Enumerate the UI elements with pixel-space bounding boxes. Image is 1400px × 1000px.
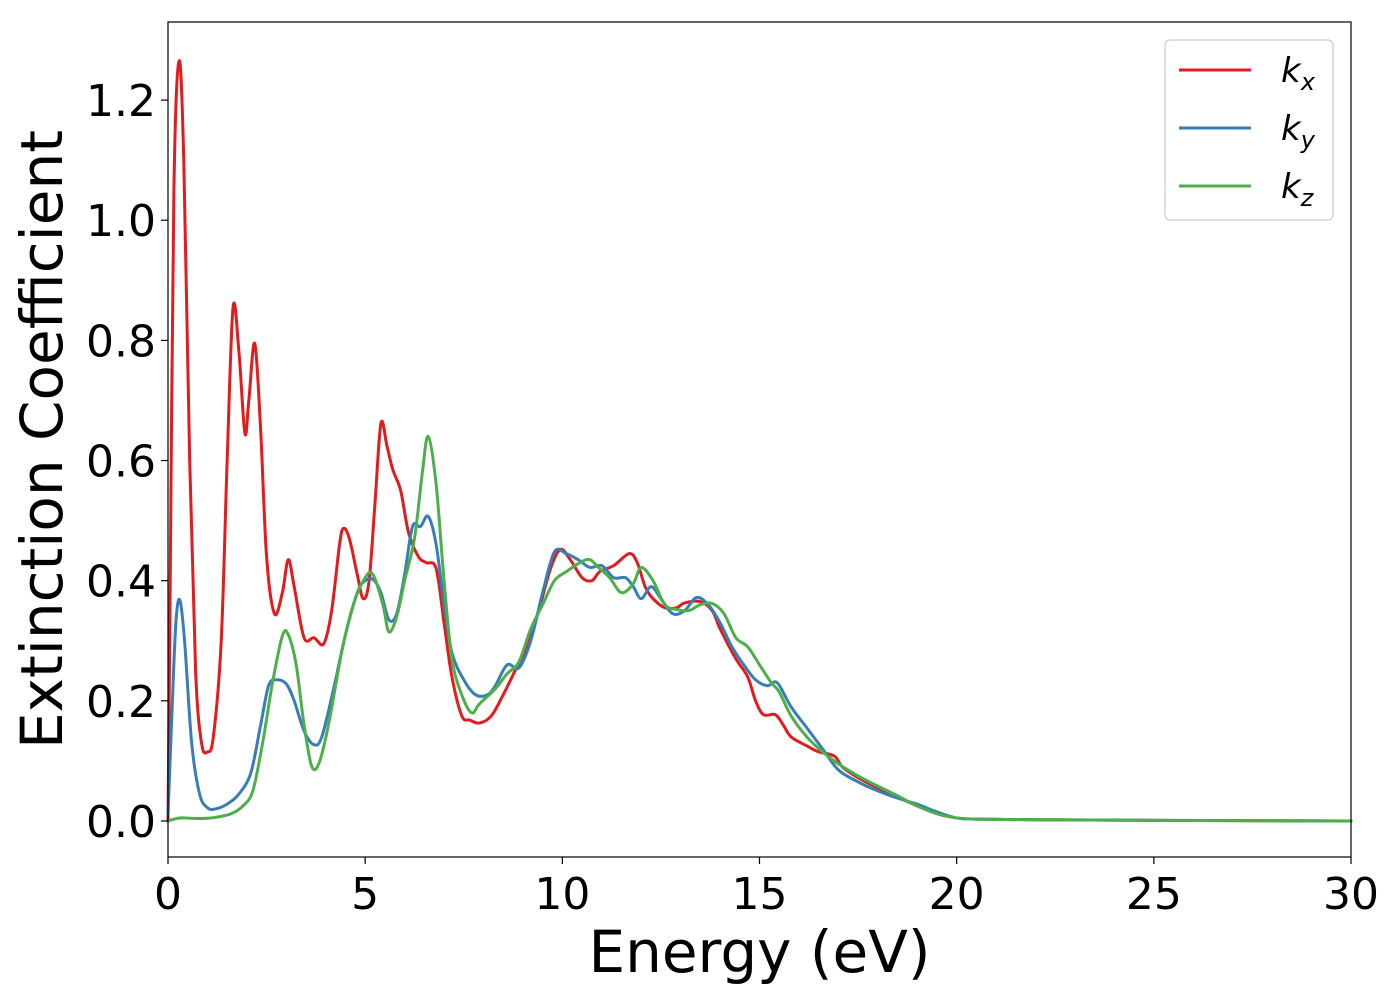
legend-label-z: kz xyxy=(1281,167,1315,212)
legend-label-x: kx xyxy=(1281,51,1316,96)
series-layer xyxy=(166,59,1353,823)
x-tick-label: 30 xyxy=(1323,869,1379,920)
x-axis-label: Energy (eV) xyxy=(588,918,930,986)
y-axis-ticks: 0.0 0.2 0.4 0.6 0.8 1.0 1.2 xyxy=(86,76,168,848)
x-axis-ticks: 0 5 10 15 20 25 30 xyxy=(154,857,1379,920)
y-tick-label: 0.8 xyxy=(86,316,156,367)
series-line-y xyxy=(166,514,1353,823)
legend: kx ky kz xyxy=(1164,39,1334,221)
legend-box xyxy=(1164,39,1334,221)
x-tick-label: 5 xyxy=(351,869,379,920)
y-tick-label: 0.4 xyxy=(86,557,156,608)
legend-label-y: ky xyxy=(1281,109,1316,154)
x-tick-label: 15 xyxy=(732,869,788,920)
series-line-x xyxy=(166,59,1353,823)
x-tick-label: 0 xyxy=(154,869,182,920)
x-tick-label: 25 xyxy=(1126,869,1182,920)
y-tick-label: 0.0 xyxy=(86,797,156,848)
x-tick-label: 10 xyxy=(534,869,590,920)
y-axis-label: Extinction Coefficient xyxy=(8,130,76,749)
series-line-z xyxy=(166,434,1353,823)
y-tick-label: 0.6 xyxy=(86,437,156,488)
y-tick-label: 1.2 xyxy=(86,76,156,127)
y-tick-label: 1.0 xyxy=(86,196,156,247)
x-tick-label: 20 xyxy=(929,869,985,920)
y-tick-label: 0.2 xyxy=(86,677,156,728)
